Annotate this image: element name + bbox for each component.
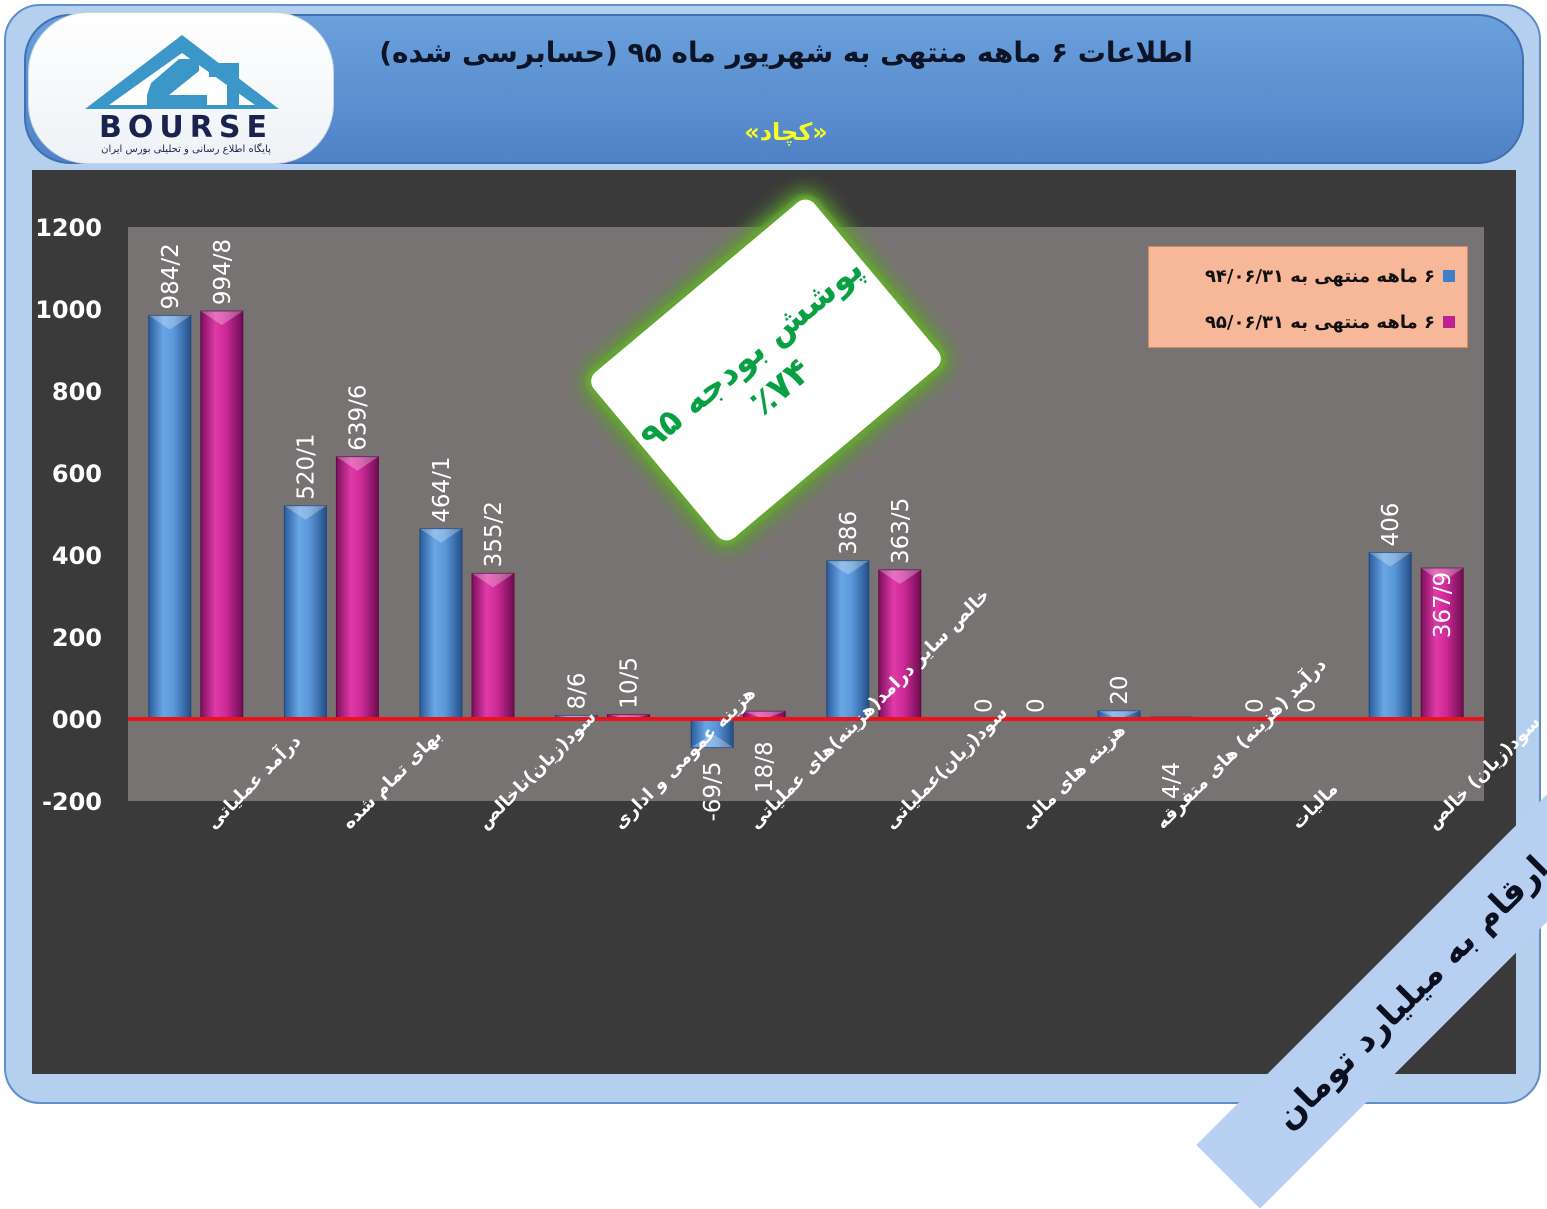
data-label: 984/2 [158,243,184,309]
logo-subtitle: پایگاه اطلاع رسانی و تحلیلی بورس ایران [101,144,271,155]
logo-mark [85,35,279,109]
bar-bevel [1421,568,1464,583]
data-label: 0 [1023,698,1049,713]
bar-bevel [607,714,650,719]
bar [826,560,870,720]
data-label: 406 [1378,503,1404,547]
bar-bevel [336,456,379,471]
y-tick-label: 800 [52,378,102,406]
data-label: 0 [1295,698,1321,713]
bar [148,314,192,720]
legend-entry-2: ۶ ماهه منتهی به ۹۵/۰۶/۳۱ [1205,307,1455,337]
data-label: 994/8 [210,239,236,305]
bar-bevel [691,733,734,748]
y-tick-label: -200 [42,788,102,816]
legend-label-1: ۶ ماهه منتهی به ۹۴/۰۶/۳۱ [1204,265,1435,287]
bar [419,528,463,720]
bar-bevel [200,311,243,326]
legend-entry-1: ۶ ماهه منتهی به ۹۴/۰۶/۳۱ [1205,261,1455,291]
data-label: 639/6 [345,384,371,450]
y-tick-label: 600 [52,460,102,488]
data-label: 0 [971,698,997,713]
bar-bevel [420,528,462,543]
page-title: اطلاعات ۶ ماهه منتهی به شهریور ماه ۹۵ (ح… [379,36,1193,69]
data-label: 8/6 [565,672,591,709]
data-label: 4/4 [1159,762,1185,799]
y-tick-label: 200 [52,624,102,652]
data-label: 18/8 [752,741,778,793]
bar [1368,552,1412,720]
y-tick-label: 400 [52,542,102,570]
logo-text: BOURSE [99,110,273,145]
bar-bevel [743,711,786,719]
data-label: 355/2 [481,501,507,567]
legend-label-2: ۶ ماهه منتهی به ۹۵/۰۶/۳۱ [1204,311,1435,333]
data-label: 520/1 [293,433,319,499]
y-tick-label: 1000 [35,296,102,324]
bar-bevel [472,573,514,588]
data-label: -69/5 [700,762,726,822]
y-tick-label: 000 [52,706,102,734]
bar-bevel [148,315,191,330]
data-label: 363/5 [888,498,914,564]
bar [200,310,244,720]
y-tick-label: 1200 [35,214,102,242]
data-label: 386 [836,511,862,555]
bar-bevel [1098,710,1140,719]
legend: ۶ ماهه منتهی به ۹۴/۰۶/۳۱ ۶ ماهه منتهی به… [1148,246,1468,348]
data-label: 20 [1107,676,1133,705]
company-name: «کچاد» [744,118,828,146]
data-label: 464/1 [429,456,455,522]
bar [471,572,515,720]
data-label: 10/5 [617,657,643,709]
legend-swatch-1 [1443,270,1455,282]
bar-bevel [826,560,869,575]
data-label: 367/9 [1430,572,1456,638]
data-label: 0 [1243,698,1269,713]
bar [283,505,327,720]
legend-swatch-2 [1443,316,1455,328]
bar [1420,567,1464,720]
logo [28,12,334,164]
bar-bevel [1369,552,1412,567]
bar-bevel [878,569,921,584]
bar [690,718,734,748]
bar [335,456,379,720]
bar-bevel [284,505,327,520]
